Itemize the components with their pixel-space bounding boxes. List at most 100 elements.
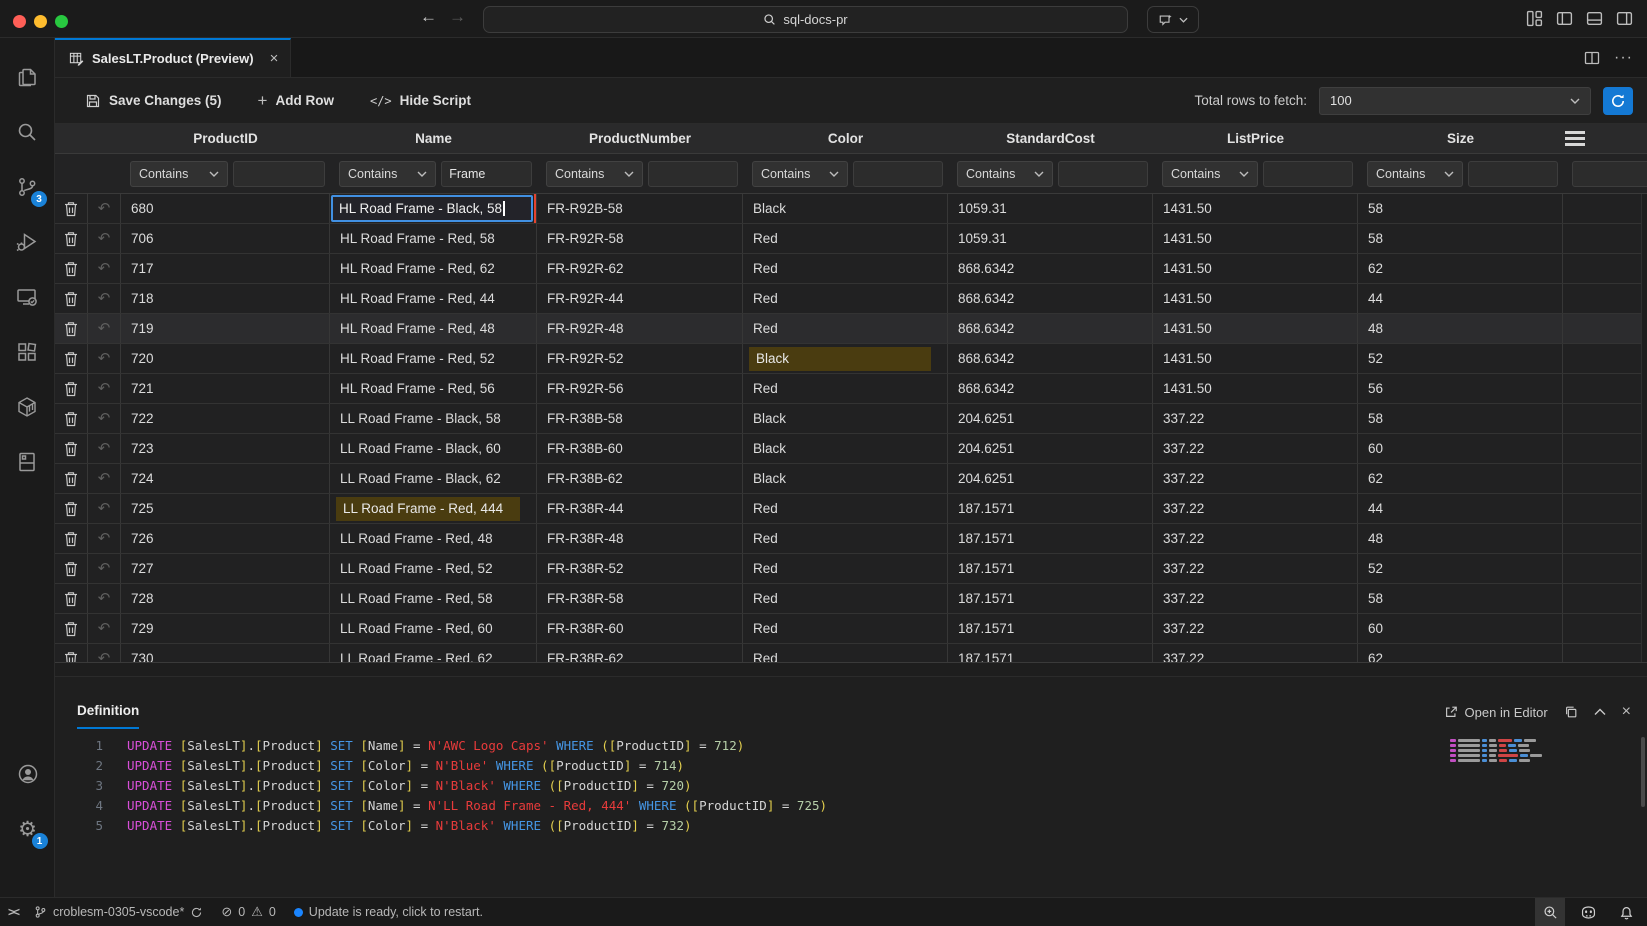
cell-productid[interactable]: 727 [121, 554, 330, 583]
cell-color[interactable]: Black [743, 464, 948, 493]
cell-color[interactable]: Red [743, 584, 948, 613]
cell-productnumber[interactable]: FR-R92R-62 [537, 254, 743, 283]
cell-productid[interactable]: 718 [121, 284, 330, 313]
filter-input-productid[interactable] [233, 160, 325, 187]
cell-productid[interactable]: 723 [121, 434, 330, 463]
cell-name[interactable]: HL Road Frame - Red, 48 [330, 314, 537, 343]
filter-operator-select-productid[interactable]: Contains [130, 160, 229, 187]
close-panel-icon[interactable]: × [1621, 703, 1631, 720]
cell-listprice[interactable]: 1431.50 [1153, 194, 1358, 223]
cell-standardcost[interactable]: 187.1571 [948, 494, 1153, 523]
code-line[interactable]: 3 UPDATE [SalesLT].[Product] SET [Color] … [55, 776, 1647, 796]
cell-standardcost[interactable]: 1059.31 [948, 224, 1153, 253]
add-row-button[interactable]: + Add Row [258, 91, 334, 111]
copy-icon[interactable] [1564, 705, 1578, 719]
cell-size[interactable]: 48 [1358, 314, 1563, 343]
cell-size[interactable]: 60 [1358, 614, 1563, 643]
undo-row-button[interactable]: ↶ [88, 194, 121, 223]
undo-row-button[interactable]: ↶ [88, 374, 121, 403]
table-row[interactable]: ↶ 723 LL Road Frame - Black, 60 FR-R38B-60 B… [55, 434, 1647, 464]
cell-listprice[interactable]: 337.22 [1153, 644, 1358, 662]
cell-color[interactable]: Red [743, 254, 948, 283]
cell-color[interactable]: Red [743, 524, 948, 553]
copilot-chat-button[interactable] [1147, 6, 1199, 33]
back-button[interactable]: ← [420, 7, 437, 26]
cell-productnumber[interactable]: FR-R92B-58 [537, 194, 743, 223]
cell-standardcost[interactable]: 187.1571 [948, 614, 1153, 643]
cell-standardcost[interactable]: 868.6342 [948, 344, 1153, 373]
grid-vertical-scrollbar[interactable] [1641, 194, 1647, 662]
zoom-window-button[interactable] [55, 15, 68, 28]
table-row[interactable]: ↶ 718 HL Road Frame - Red, 44 FR-R92R-44 Red… [55, 284, 1647, 314]
cell-color[interactable]: Black [743, 194, 948, 223]
cell-size[interactable]: 60 [1358, 434, 1563, 463]
delete-row-button[interactable] [55, 524, 88, 553]
cell-listprice[interactable]: 1431.50 [1153, 224, 1358, 253]
cell-color[interactable]: Red [743, 614, 948, 643]
cell-name[interactable]: HL Road Frame - Red, 62 [330, 254, 537, 283]
remote-explorer-icon[interactable] [3, 272, 51, 322]
cell-productid[interactable]: 726 [121, 524, 330, 553]
code-line[interactable]: 2 UPDATE [SalesLT].[Product] SET [Color] … [55, 756, 1647, 776]
delete-row-button[interactable] [55, 614, 88, 643]
cell-color[interactable]: Red [743, 314, 948, 343]
filter-input-extra[interactable] [1572, 160, 1647, 187]
filter-operator-select-productnumber[interactable]: Contains [546, 160, 643, 187]
column-header-productid[interactable]: ProductID [193, 131, 258, 146]
cell-listprice[interactable]: 1431.50 [1153, 284, 1358, 313]
minimize-window-button[interactable] [34, 15, 47, 28]
cell-productid[interactable]: 724 [121, 464, 330, 493]
remote-indicator[interactable]: >< [8, 905, 20, 919]
cell-color[interactable]: Red [743, 374, 948, 403]
cell-name[interactable]: HL Road Frame - Red, 44 [330, 284, 537, 313]
copilot-status-icon[interactable] [1573, 898, 1603, 926]
cell-color[interactable]: Red [743, 554, 948, 583]
undo-row-button[interactable]: ↶ [88, 494, 121, 523]
undo-row-button[interactable]: ↶ [88, 314, 121, 343]
cell-productid[interactable]: 721 [121, 374, 330, 403]
panel-scrollbar[interactable] [1641, 737, 1645, 807]
column-header-listprice[interactable]: ListPrice [1226, 131, 1285, 146]
filter-operator-select-standardcost[interactable]: Contains [957, 160, 1054, 187]
table-row[interactable]: ↶ 730 LL Road Frame - Red, 62 FR-R38R-62 Red… [55, 644, 1647, 662]
cell-standardcost[interactable]: 187.1571 [948, 524, 1153, 553]
cell-productnumber[interactable]: FR-R38R-62 [537, 644, 743, 662]
tab-definition[interactable]: Definition [77, 703, 140, 729]
cell-size[interactable]: 56 [1358, 374, 1563, 403]
cell-color[interactable]: Black [743, 434, 948, 463]
delete-row-button[interactable] [55, 584, 88, 613]
cell-color[interactable]: Black [743, 344, 948, 373]
cell-size[interactable]: 52 [1358, 344, 1563, 373]
code-line[interactable]: 4 UPDATE [SalesLT].[Product] SET [Name] =… [55, 796, 1647, 816]
cell-listprice[interactable]: 1431.50 [1153, 374, 1358, 403]
cell-standardcost[interactable]: 868.6342 [948, 254, 1153, 283]
cell-listprice[interactable]: 337.22 [1153, 614, 1358, 643]
settings-gear-icon[interactable]: ⚙ 1 [4, 804, 52, 854]
tab-salesltproduct[interactable]: SalesLT.Product (Preview) × [55, 38, 292, 77]
cell-productnumber[interactable]: FR-R38R-60 [537, 614, 743, 643]
undo-row-button[interactable]: ↶ [88, 224, 121, 253]
filter-input-standardcost[interactable] [1058, 160, 1148, 187]
undo-row-button[interactable]: ↶ [88, 554, 121, 583]
refresh-button[interactable] [1603, 86, 1633, 115]
cell-size[interactable]: 52 [1358, 554, 1563, 583]
filter-input-productnumber[interactable] [647, 160, 738, 187]
delete-row-button[interactable] [55, 314, 88, 343]
cell-editor[interactable]: HL Road Frame - Black, 58 [331, 195, 533, 222]
cell-name[interactable]: LL Road Frame - Red, 48 [330, 524, 537, 553]
table-row[interactable]: ↶ 706 HL Road Frame - Red, 58 FR-R92R-58 Red… [55, 224, 1647, 254]
cell-productid[interactable]: 728 [121, 584, 330, 613]
cell-name[interactable]: LL Road Frame - Black, 62 [330, 464, 537, 493]
filter-input-listprice[interactable] [1263, 160, 1353, 187]
cell-standardcost[interactable]: 187.1571 [948, 554, 1153, 583]
hide-script-button[interactable]: </> Hide Script [370, 93, 471, 108]
more-actions-icon[interactable]: ··· [1614, 48, 1633, 66]
search-view-icon[interactable] [3, 107, 51, 157]
cell-name[interactable]: LL Road Frame - Red, 62 [330, 644, 537, 662]
cell-standardcost[interactable]: 1059.31 [948, 194, 1153, 223]
forward-button[interactable]: → [449, 7, 466, 26]
column-menu-icon[interactable] [1565, 131, 1585, 146]
cell-productnumber[interactable]: FR-R38B-60 [537, 434, 743, 463]
extensions-icon[interactable] [3, 327, 51, 377]
cell-name[interactable]: LL Road Frame - Black, 58 [330, 404, 537, 433]
